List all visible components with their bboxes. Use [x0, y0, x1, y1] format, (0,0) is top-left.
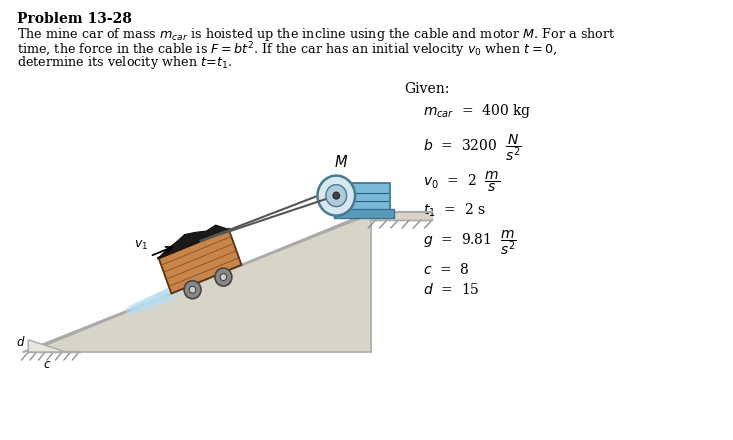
Text: $b$  =  3200  $\dfrac{N}{s^2}$: $b$ = 3200 $\dfrac{N}{s^2}$	[423, 132, 521, 163]
Circle shape	[184, 281, 201, 299]
Ellipse shape	[149, 293, 166, 306]
Text: $c$  =  8: $c$ = 8	[423, 262, 469, 277]
Circle shape	[317, 176, 355, 216]
Text: The mine car of mass $m_{car}$ is hoisted up the incline using the cable and mot: The mine car of mass $m_{car}$ is hoiste…	[17, 26, 616, 43]
Text: Given:: Given:	[404, 82, 449, 96]
Ellipse shape	[155, 290, 173, 304]
Circle shape	[333, 192, 339, 199]
Text: $m_{car}$  =  400 kg: $m_{car}$ = 400 kg	[423, 102, 531, 120]
Text: $v_1$: $v_1$	[134, 239, 148, 252]
Text: Problem 13-28: Problem 13-28	[17, 12, 132, 26]
FancyBboxPatch shape	[334, 209, 394, 218]
Polygon shape	[158, 229, 242, 293]
Text: $g$  =  9.81  $\dfrac{m}{s^2}$: $g$ = 9.81 $\dfrac{m}{s^2}$	[423, 228, 517, 257]
Text: $v_0$  =  2  $\dfrac{m}{s}$: $v_0$ = 2 $\dfrac{m}{s}$	[423, 170, 500, 194]
Text: $M$: $M$	[334, 154, 348, 169]
Polygon shape	[158, 225, 229, 258]
Ellipse shape	[152, 291, 169, 305]
FancyBboxPatch shape	[338, 183, 390, 211]
Text: $t_1$  =  2 s: $t_1$ = 2 s	[423, 202, 485, 220]
Ellipse shape	[162, 286, 181, 301]
Text: $c$: $c$	[43, 358, 51, 371]
Ellipse shape	[158, 288, 177, 302]
Ellipse shape	[132, 301, 147, 312]
Ellipse shape	[145, 294, 162, 308]
Circle shape	[220, 274, 226, 281]
Text: determine its velocity when $t\!=\!t_1$.: determine its velocity when $t\!=\!t_1$.	[17, 54, 232, 71]
Polygon shape	[371, 212, 432, 220]
Ellipse shape	[136, 299, 150, 311]
Ellipse shape	[125, 304, 139, 315]
Text: $d$  =  15: $d$ = 15	[423, 282, 479, 297]
Text: $d$: $d$	[16, 335, 26, 349]
Circle shape	[215, 268, 232, 286]
Polygon shape	[28, 212, 371, 352]
Circle shape	[326, 185, 347, 207]
Ellipse shape	[142, 296, 158, 308]
Text: time, the force in the cable is $F = bt^2$. If the car has an initial velocity $: time, the force in the cable is $F = bt^…	[17, 40, 557, 59]
Ellipse shape	[128, 303, 142, 314]
Polygon shape	[28, 340, 66, 352]
Circle shape	[189, 286, 196, 293]
Ellipse shape	[139, 298, 154, 310]
